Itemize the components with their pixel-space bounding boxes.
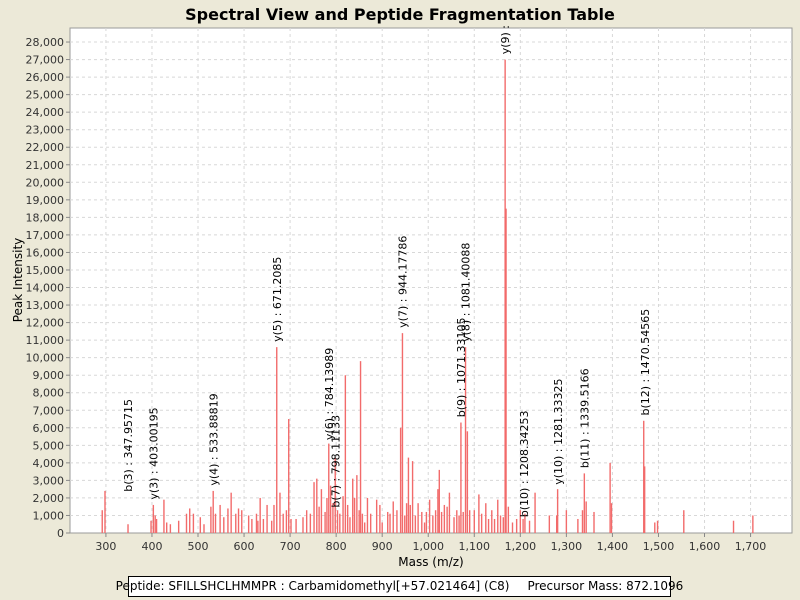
y-tick-label: 10,000 [26,352,65,365]
peptide-info-box: Peptide: SFILLSHCLHMMPR : Carbamidomethy… [116,576,683,597]
peak-annotation-label: b(10) : 1208.34253 [518,410,531,517]
y-tick-label: 13,000 [26,299,65,312]
peak-annotation-label: y(4) : 533.88819 [208,393,221,485]
y-axis-ticks: 0 1,000 2,000 3,000 4,000 5,000 6,000 7,000 8,00… [26,36,70,540]
x-tick-label: 1,600 [689,540,721,553]
y-tick-label: 12,000 [26,317,65,330]
y-tick-label: 7,000 [33,404,65,417]
y-tick-label: 23,000 [26,124,65,137]
y-tick-label: 8,000 [33,387,65,400]
peak-annotation-label: b(11) : 1339.5166 [579,368,592,468]
y-tick-label: 17,000 [26,229,65,242]
y-tick-label: 22,000 [26,141,65,154]
y-tick-label: 9,000 [33,369,65,382]
peak-annotations: b(3) : 347.95715 y(3) : 403.00195 y(4) : 5… [122,25,652,517]
peak-annotation-label: b(9) : 1071.33105 [455,318,468,418]
y-tick-label: 26,000 [26,71,65,84]
y-tick-label: 27,000 [26,54,65,67]
x-tick-label: 900 [372,540,393,553]
peak-annotation-label: y(7) : 944.17786 [397,236,410,328]
chart-title: Spectral View and Peptide Fragmentation … [185,5,615,24]
peak-annotation-label: y(8) : 1081.40088 [460,243,473,342]
y-tick-label: 4,000 [33,457,65,470]
y-tick-label: 21,000 [26,159,65,172]
x-tick-label: 500 [188,540,209,553]
x-tick-label: 1,300 [551,540,583,553]
x-tick-label: 800 [326,540,347,553]
peak-annotation-label: y(10) : 1281.33325 [552,378,565,484]
peak-annotation-label: y(6) : 784.13989 [323,348,336,440]
y-tick-label: 15,000 [26,264,65,277]
y-tick-label: 2,000 [33,492,65,505]
peak-bars [101,59,754,533]
y-tick-label: 16,000 [26,246,65,259]
y-tick-label: 20,000 [26,176,65,189]
peak-annotation-label: y(5) : 671.2085 [271,257,284,342]
peak-annotation-label: b(3) : 347.95715 [122,399,135,492]
peak-annotation-label: b(7) : 798.11133 [329,415,342,508]
peptide-label: Peptide: SFILLSHCLHMMPR : Carbamidomethy… [115,579,510,593]
x-tick-label: 600 [234,540,255,553]
y-tick-label: 28,000 [26,36,65,49]
x-tick-label: 1,700 [735,540,767,553]
y-tick-label: 18,000 [26,211,65,224]
plot-area [69,27,793,534]
y-tick-label: 5,000 [33,439,65,452]
peak-annotation-label: b(12) : 1470.54565 [639,309,652,416]
y-axis-label: Peak Intensity [11,238,25,323]
y-tick-label: 14,000 [26,282,65,295]
x-axis-ticks: 300 400 500 600 700 800 900 1,000 1,100 1,200 1,30… [95,533,766,553]
y-tick-label: 6,000 [33,422,65,435]
y-tick-label: 0 [57,527,64,540]
x-tick-label: 400 [141,540,162,553]
x-tick-label: 700 [280,540,301,553]
x-axis-label: Mass (m/z) [398,555,463,569]
precursor-mass-label: Precursor Mass: 872.1096 [527,579,684,593]
x-tick-label: 1,500 [643,540,675,553]
x-tick-label: 1,100 [459,540,491,553]
x-tick-label: 1,000 [412,540,444,553]
peak-annotation-label: y(9) : [499,25,512,54]
x-tick-label: 300 [95,540,116,553]
y-tick-label: 3,000 [33,474,65,487]
y-tick-label: 24,000 [26,106,65,119]
x-tick-label: 1,200 [505,540,537,553]
x-tick-label: 1,400 [597,540,629,553]
y-tick-label: 25,000 [26,89,65,102]
peak-annotation-label: y(3) : 403.00195 [147,407,160,499]
grid-lines [70,28,792,533]
y-tick-label: 11,000 [26,334,65,347]
y-tick-label: 19,000 [26,194,65,207]
y-tick-label: 1,000 [33,509,65,522]
